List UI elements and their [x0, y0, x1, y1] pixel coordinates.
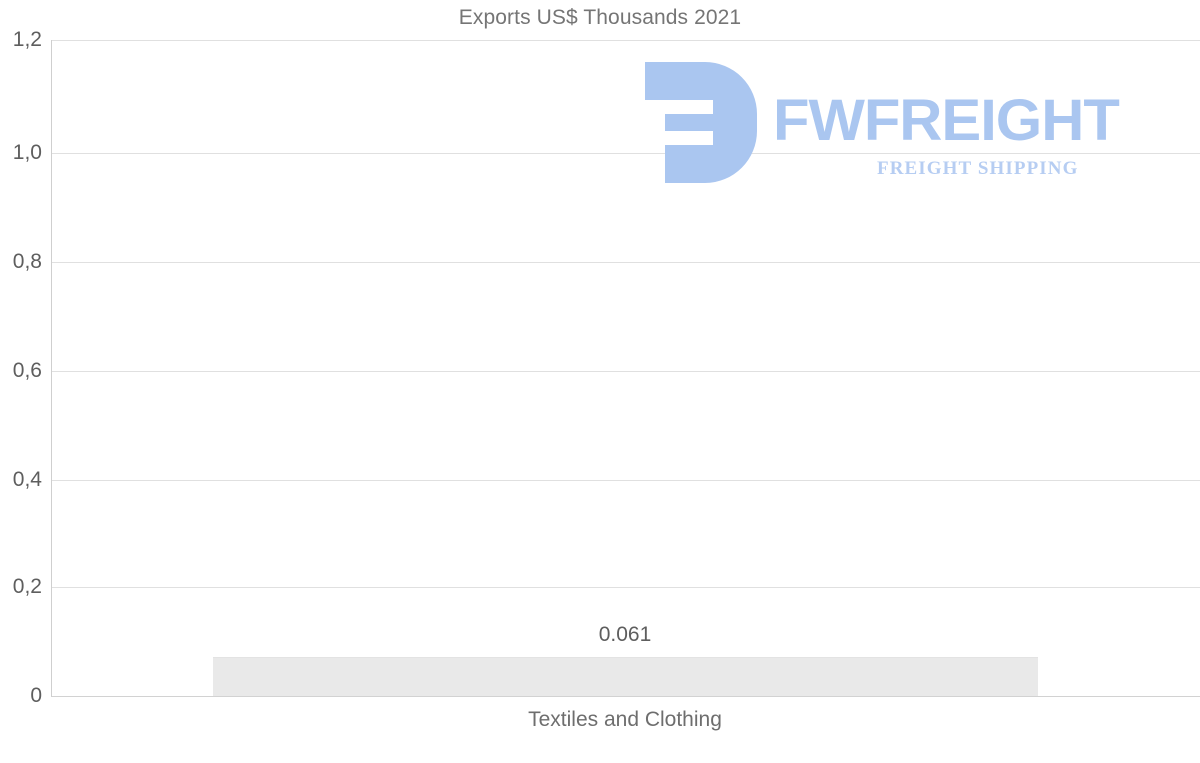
y-tick-label-0: 0: [30, 684, 42, 707]
gridline-0-4: [51, 480, 1200, 481]
gridline-0-2: [51, 587, 1200, 588]
plot-area: [51, 40, 1200, 697]
y-axis-line: [51, 40, 52, 697]
gridline-1-0: [51, 153, 1200, 154]
y-tick-label-0-4: 0,4: [12, 468, 42, 491]
y-tick-label-0-6: 0,6: [12, 359, 42, 382]
gridline-1-2: [51, 40, 1200, 41]
chart-title: Exports US$ Thousands 2021: [458, 6, 742, 29]
y-tick-label-1-0: 1,0: [12, 141, 42, 164]
y-tick-label-1-2: 1,2: [12, 28, 42, 51]
x-category-label: Textiles and Clothing: [528, 708, 722, 731]
gridline-0-6: [51, 371, 1200, 372]
gridline-0-8: [51, 262, 1200, 263]
bar-value-label: 0.061: [598, 623, 652, 646]
y-tick-label-0-8: 0,8: [12, 250, 42, 273]
bar-textiles-and-clothing[interactable]: [213, 657, 1038, 696]
gridline-baseline-0: [51, 696, 1200, 697]
y-tick-label-0-2: 0,2: [12, 575, 42, 598]
